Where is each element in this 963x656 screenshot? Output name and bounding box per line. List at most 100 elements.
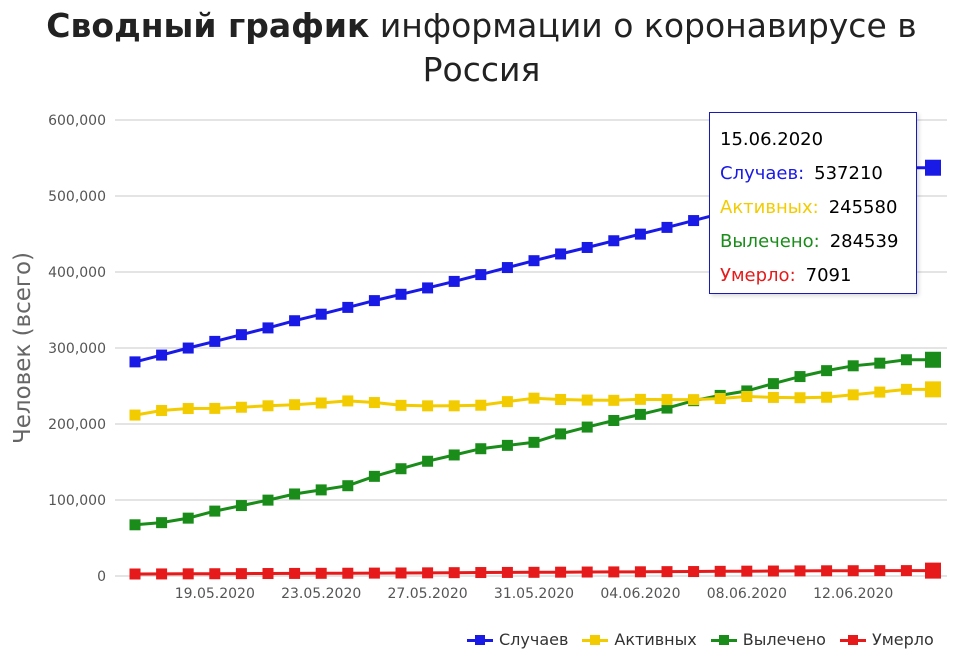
data-point-Умерло: [395, 567, 407, 579]
tooltip-row-deaths: Умерло: 7091: [720, 259, 916, 293]
legend-label-active: Активных: [614, 630, 697, 649]
legend-item-active[interactable]: Активных: [582, 630, 697, 649]
data-point-Случаев: [368, 295, 380, 307]
data-point-Вылечено: [794, 371, 806, 383]
chart-title-rest: информации о коронавирусе в: [369, 6, 917, 45]
data-point-Вылечено: [661, 402, 673, 414]
chart-legend: Случаев Активных Вылечено Умерло: [467, 630, 934, 649]
legend-label-deaths: Умерло: [871, 630, 934, 649]
data-point-Умерло: [209, 568, 221, 580]
data-point-Умерло: [714, 565, 726, 577]
tooltip-value-recovered: 284539: [829, 231, 899, 252]
tooltip-date: 15.06.2020: [720, 129, 824, 150]
data-point-Активных: [156, 405, 168, 417]
data-point-Случаев: [581, 241, 593, 253]
y-tick-label: 100,000: [48, 493, 106, 509]
data-point-Случаев: [688, 215, 700, 227]
legend-label-recovered: Вылечено: [742, 630, 826, 649]
data-point-Случаев: [555, 248, 567, 260]
data-point-Умерло: [368, 567, 380, 579]
legend-item-deaths[interactable]: Умерло: [839, 630, 934, 649]
data-point-Случаев: [422, 282, 434, 294]
data-point-Активных: [794, 392, 806, 404]
data-point-Активных: [925, 381, 941, 398]
legend-item-cases[interactable]: Случаев: [467, 630, 568, 649]
data-point-Вылечено: [315, 484, 327, 496]
data-point-Активных: [767, 391, 779, 403]
x-tick-label: 31.05.2020: [494, 586, 574, 602]
data-point-Вылечено: [874, 357, 886, 369]
data-point-Вылечено: [555, 428, 567, 440]
x-tick-label: 27.05.2020: [388, 586, 468, 602]
tooltip-label-cases: Случаев:: [720, 163, 805, 184]
data-point-Случаев: [289, 315, 301, 327]
y-tick-label: 0: [97, 569, 106, 585]
chart-title-line2: Россия: [422, 50, 541, 89]
data-point-Активных: [661, 394, 673, 406]
data-point-Вылечено: [129, 519, 141, 531]
data-point-Вылечено: [608, 414, 620, 426]
data-point-Случаев: [235, 329, 247, 341]
data-point-Умерло: [634, 566, 646, 578]
data-point-Случаев: [634, 228, 646, 240]
data-point-Умерло: [608, 566, 620, 578]
legend-marker-deaths: [839, 634, 866, 646]
chart-tooltip: 15.06.2020 Случаев: 537210 Активных: 24558…: [709, 112, 917, 294]
data-point-Вылечено: [156, 517, 168, 529]
data-point-Вылечено: [289, 488, 301, 500]
data-point-Активных: [847, 389, 859, 401]
data-point-Умерло: [528, 566, 540, 578]
data-point-Случаев: [501, 262, 513, 274]
data-point-Активных: [608, 394, 620, 406]
data-point-Случаев: [262, 322, 274, 334]
x-tick-label: 19.05.2020: [175, 586, 255, 602]
data-point-Активных: [555, 393, 567, 405]
y-tick-label: 300,000: [48, 341, 106, 357]
data-point-Умерло: [555, 566, 567, 578]
data-point-Вылечено: [342, 480, 354, 492]
data-point-Умерло: [156, 568, 168, 580]
data-point-Случаев: [608, 235, 620, 247]
x-tick-label: 23.05.2020: [281, 586, 361, 602]
data-point-Вылечено: [925, 351, 941, 368]
tooltip-row-active: Активных: 245580: [720, 191, 916, 225]
chart-title: Сводный график информации о коронавирусе…: [0, 4, 963, 92]
data-point-Случаев: [395, 288, 407, 300]
tooltip-row-recovered: Вылечено: 284539: [720, 225, 916, 259]
data-point-Активных: [821, 391, 833, 403]
data-point-Случаев: [475, 269, 487, 281]
data-point-Активных: [581, 394, 593, 406]
data-point-Вылечено: [182, 512, 194, 524]
data-point-Вылечено: [581, 421, 593, 433]
legend-marker-recovered: [710, 634, 737, 646]
data-point-Умерло: [741, 565, 753, 577]
data-point-Умерло: [874, 565, 886, 577]
data-point-Активных: [900, 383, 912, 395]
data-point-Умерло: [847, 565, 859, 577]
data-point-Случаев: [182, 342, 194, 354]
data-point-Вылечено: [395, 463, 407, 475]
data-point-Умерло: [661, 566, 673, 578]
data-point-Активных: [182, 403, 194, 415]
data-point-Вылечено: [235, 500, 247, 512]
data-point-Вылечено: [209, 505, 221, 517]
legend-item-recovered[interactable]: Вылечено: [710, 630, 826, 649]
tooltip-value-active: 245580: [828, 197, 898, 218]
data-point-Вылечено: [900, 354, 912, 366]
data-point-Активных: [262, 400, 274, 412]
data-point-Вылечено: [741, 385, 753, 397]
y-tick-label: 400,000: [48, 265, 106, 281]
tooltip-label-recovered: Вылечено:: [720, 231, 820, 252]
data-point-Вылечено: [475, 443, 487, 455]
data-point-Вылечено: [262, 494, 274, 506]
data-point-Вылечено: [634, 408, 646, 420]
data-point-Случаев: [156, 349, 168, 361]
data-point-Активных: [129, 409, 141, 421]
data-point-Активных: [235, 401, 247, 413]
y-axis-label: Человек (всего): [10, 252, 36, 444]
data-point-Активных: [874, 386, 886, 398]
y-tick-label: 200,000: [48, 417, 106, 433]
data-point-Умерло: [925, 562, 941, 579]
data-point-Умерло: [422, 567, 434, 579]
